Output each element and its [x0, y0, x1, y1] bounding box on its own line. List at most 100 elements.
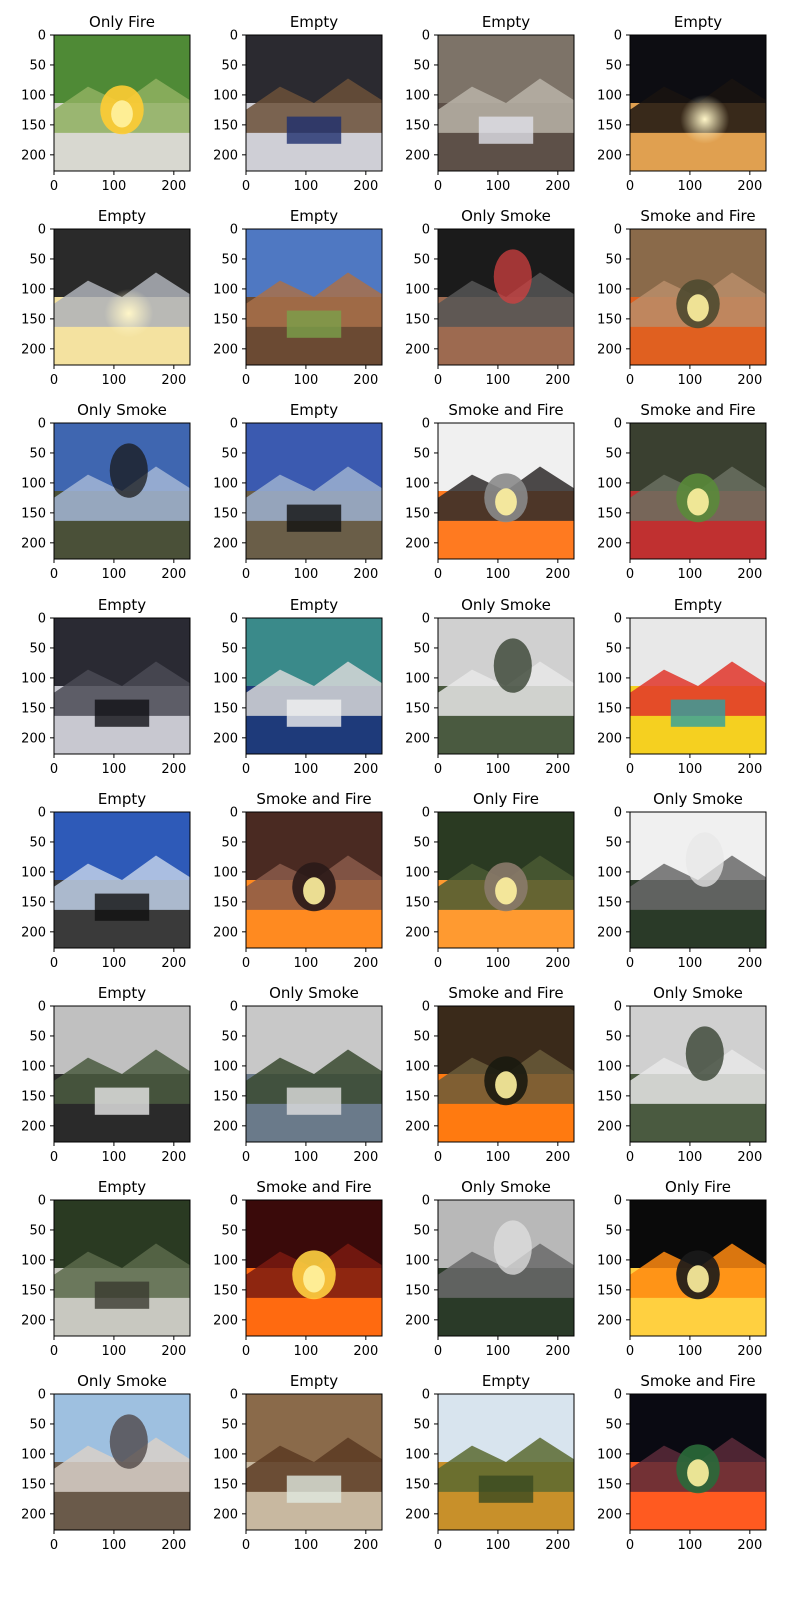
panel-image: [54, 35, 190, 171]
y-tick-label: 150: [213, 701, 238, 716]
panel-image: [246, 1394, 382, 1530]
y-tick-label: 150: [597, 1089, 622, 1104]
axes-frame: [437, 1199, 575, 1337]
y-tick-label: 200: [597, 148, 622, 163]
image-panel: Empty 0 100 200 0 50 100 150 200: [21, 790, 191, 971]
image-panel: Smoke and Fire 0 100 200 0 50 100 150 200: [405, 984, 575, 1165]
y-tick-label: 0: [614, 806, 622, 821]
y-tick-label: 200: [213, 1507, 238, 1522]
y-tick-label: 0: [230, 1388, 238, 1403]
y-tick-label: 50: [605, 1223, 622, 1238]
x-tick-label: 0: [242, 179, 250, 194]
y-tick-label: 50: [221, 1223, 238, 1238]
image-panel: Empty 0 100 200 0 50 100 150 200: [405, 1372, 575, 1553]
y-tick-label: 0: [422, 1194, 430, 1209]
y-tick-label: 150: [213, 118, 238, 133]
y-tick-label: 100: [597, 282, 622, 297]
axes-frame: [629, 1005, 767, 1143]
image-panel: Smoke and Fire 0 100 200 0 50 100 150 200: [597, 401, 767, 582]
y-tick-label: 50: [29, 1417, 46, 1432]
y-tick-label: 0: [614, 417, 622, 432]
panel-image: [246, 812, 382, 948]
y-tick-label: 100: [21, 1447, 46, 1462]
x-tick-label: 100: [101, 567, 126, 582]
panel-image: [54, 229, 190, 365]
y-tick-label: 100: [21, 88, 46, 103]
panel-image: [630, 423, 766, 559]
image-panel: Empty 0 100 200 0 50 100 150 200: [213, 207, 383, 388]
x-tick-label: 200: [353, 956, 378, 971]
axes-frame: [245, 1393, 383, 1531]
y-tick-label: 150: [405, 895, 430, 910]
y-tick-label: 150: [21, 701, 46, 716]
y-tick-label: 100: [597, 1447, 622, 1462]
panel-title: Smoke and Fire: [448, 401, 563, 419]
image-panel: Empty 0 100 200 0 50 100 150 200: [21, 1178, 191, 1359]
x-tick-label: 100: [677, 373, 702, 388]
y-tick-label: 50: [221, 252, 238, 267]
y-tick-label: 0: [38, 1000, 46, 1015]
y-tick-label: 150: [597, 701, 622, 716]
panel-image: [438, 618, 574, 754]
axes-frame: [437, 34, 575, 172]
x-tick-label: 100: [677, 1538, 702, 1553]
x-tick-label: 100: [293, 1150, 318, 1165]
image-panel: Only Fire 0 100 200 0 50 100 150 200: [405, 790, 575, 971]
y-tick-label: 150: [597, 1283, 622, 1298]
x-tick-label: 200: [353, 179, 378, 194]
panel-image: [246, 35, 382, 171]
axes-frame: [53, 811, 191, 949]
y-tick-label: 50: [413, 58, 430, 73]
x-tick-label: 200: [545, 567, 570, 582]
y-tick-label: 100: [597, 865, 622, 880]
x-tick-label: 100: [677, 567, 702, 582]
x-tick-label: 0: [434, 1538, 442, 1553]
y-tick-label: 200: [405, 1313, 430, 1328]
y-tick-label: 100: [213, 476, 238, 491]
panel-title: Only Smoke: [461, 207, 551, 225]
panel-image: [630, 35, 766, 171]
x-tick-label: 0: [242, 956, 250, 971]
y-tick-label: 0: [38, 612, 46, 627]
y-tick-label: 150: [21, 506, 46, 521]
y-tick-label: 100: [213, 1253, 238, 1268]
x-tick-label: 0: [434, 179, 442, 194]
x-tick-label: 0: [626, 762, 634, 777]
x-tick-label: 0: [434, 956, 442, 971]
y-tick-label: 100: [405, 476, 430, 491]
y-tick-label: 200: [597, 342, 622, 357]
y-tick-label: 50: [221, 446, 238, 461]
y-tick-label: 50: [605, 835, 622, 850]
image-panel: Only Smoke 0 100 200 0 50 100 150 200: [405, 207, 575, 388]
y-tick-label: 150: [597, 312, 622, 327]
x-tick-label: 200: [161, 1150, 186, 1165]
x-tick-label: 100: [485, 956, 510, 971]
y-tick-label: 200: [213, 731, 238, 746]
panel-title: Empty: [290, 1372, 338, 1390]
axes-frame: [53, 617, 191, 755]
x-tick-label: 100: [293, 956, 318, 971]
x-tick-label: 200: [737, 762, 762, 777]
panel-image: [246, 1200, 382, 1336]
axes-frame: [437, 1005, 575, 1143]
x-tick-label: 0: [50, 1150, 58, 1165]
axes-frame: [437, 1393, 575, 1531]
x-tick-label: 100: [293, 1538, 318, 1553]
y-tick-label: 200: [405, 731, 430, 746]
x-tick-label: 200: [161, 567, 186, 582]
y-tick-label: 0: [614, 29, 622, 44]
y-tick-label: 200: [597, 731, 622, 746]
y-tick-label: 100: [213, 865, 238, 880]
y-tick-label: 100: [405, 282, 430, 297]
axes-frame: [245, 1005, 383, 1143]
y-tick-label: 100: [405, 1253, 430, 1268]
y-tick-label: 150: [405, 118, 430, 133]
image-panel: Only Smoke 0 100 200 0 50 100 150 200: [21, 1372, 191, 1553]
y-tick-label: 100: [597, 671, 622, 686]
y-tick-label: 150: [213, 895, 238, 910]
x-tick-label: 100: [293, 567, 318, 582]
x-tick-label: 200: [545, 1344, 570, 1359]
axes-frame: [53, 1393, 191, 1531]
panel-image: [630, 1006, 766, 1142]
panel-title: Empty: [98, 790, 146, 808]
